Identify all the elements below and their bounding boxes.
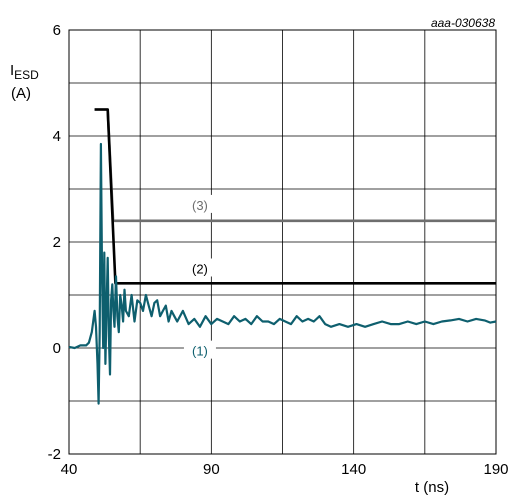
y-axis-label: IESD (A) [10, 62, 39, 102]
series-line-2 [94, 108, 496, 285]
plot-border [68, 29, 497, 455]
series-line-1 [68, 142, 497, 405]
series-label-1: (1) [192, 344, 208, 359]
svg-text:IESD: IESD [10, 62, 39, 82]
grid-lines [68, 29, 497, 455]
x-tick-label: 140 [341, 461, 366, 478]
y-axis-label-sub: ESD [14, 68, 39, 82]
x-axis-label: t (ns) [415, 479, 449, 496]
x-tick-label: 90 [203, 461, 220, 478]
x-tick-label: 190 [483, 461, 508, 478]
series-label-2: (2) [192, 262, 208, 277]
x-tick-label: 40 [61, 461, 78, 478]
y-tick-label: -2 [48, 446, 61, 463]
y-tick-label: 4 [53, 128, 61, 145]
y-tick-label: 2 [53, 234, 61, 251]
figure-id: aaa-030638 [431, 16, 495, 30]
y-axis-label-main: I [10, 62, 14, 79]
series-layer [68, 108, 497, 405]
y-tick-label: 6 [53, 22, 61, 39]
series-line-3 [94, 108, 496, 223]
y-tick-label: 0 [53, 340, 61, 357]
series-label-3: (3) [192, 198, 208, 213]
series-label-bg [183, 258, 216, 277]
series-annotations: (1) (2) (3) [183, 194, 216, 359]
y-axis-label-unit: (A) [11, 85, 31, 102]
axis-ticks: 40 90 140 190 -2 0 2 4 6 [48, 22, 509, 478]
series-label-bg [183, 194, 216, 213]
series-label-bg [183, 340, 216, 359]
